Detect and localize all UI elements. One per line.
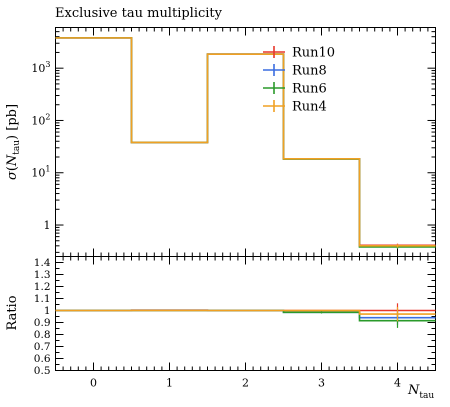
x-tick-label: 4 — [394, 377, 401, 390]
ratio-y-tick-label: 1.3 — [34, 269, 51, 281]
ratio-y-tick-label: 1.2 — [34, 281, 51, 293]
ratio-y-tick-label: 1.1 — [34, 293, 51, 305]
legend-run4-label: Run4 — [292, 100, 327, 115]
y-tick-base: 10 — [31, 114, 45, 127]
x-tick-label: 3 — [318, 377, 325, 390]
y-tick-base: 10 — [31, 62, 45, 75]
x-label-sub: tau — [419, 391, 434, 401]
ratio-run4-line — [55, 309, 436, 315]
y-label-open: ( — [5, 166, 20, 171]
legend-run10-label: Run10 — [292, 46, 335, 61]
y-tick-base: 10 — [31, 167, 45, 180]
legend-run8-label: Run8 — [292, 64, 327, 79]
ratio-y-tick-label: 0.5 — [34, 365, 51, 377]
ratio-y-axis-label: Ratio — [5, 295, 20, 330]
ratio-series-group — [55, 303, 436, 328]
y-tick-base: 1 — [44, 219, 51, 232]
y-label-close: ) [pb] — [5, 104, 20, 140]
ratio-y-tick-label: 1 — [44, 305, 51, 317]
ratio-y-tick-label: 0.7 — [34, 341, 51, 353]
x-tick-label: 0 — [90, 377, 97, 390]
chart-title: Exclusive tau multiplicity — [55, 6, 223, 21]
main-y-tick-label: 102 — [31, 112, 50, 127]
main-series-group — [55, 37, 436, 249]
x-axis-label: Ntau — [407, 383, 434, 401]
y-tick-exponent: 1 — [45, 165, 50, 174]
ratio-y-tick-label: 0.8 — [34, 329, 51, 341]
ratio-run6-line — [55, 309, 436, 322]
y-label-n: N — [5, 154, 20, 167]
x-tick-label: 2 — [242, 377, 249, 390]
main-y-tick-label: 1 — [44, 219, 51, 232]
ratio-y-tick-label: 0.6 — [34, 353, 51, 365]
main-y-tick-label: 101 — [31, 165, 50, 180]
ratio-axis-ticks: 0 1 2 3 40.50.60.70.80.911.11.21.31.4 — [34, 256, 436, 390]
y-label-sigma: σ — [5, 170, 20, 180]
series-run8-line — [55, 37, 436, 248]
main-y-tick-label: 103 — [31, 60, 50, 75]
y-tick-exponent: 2 — [45, 112, 50, 121]
main-y-axis-label: σ(Ntau) [pb] — [5, 104, 22, 180]
ratio-y-tick-label: 1.4 — [34, 257, 51, 269]
ratio-y-tick-label: 0.9 — [34, 317, 51, 329]
legend-run6-label: Run6 — [292, 82, 327, 97]
legend: Run10 Run8 Run6 Run4 — [263, 46, 335, 115]
y-tick-exponent: 3 — [45, 60, 50, 69]
series-run6-line — [55, 37, 436, 248]
main-plot-frame — [55, 27, 436, 257]
x-tick-label: 1 — [166, 377, 173, 390]
series-run4-line — [55, 37, 436, 247]
x-label-n: N — [407, 383, 420, 398]
series-run10-line — [55, 37, 436, 247]
y-label-sub: tau — [12, 140, 22, 155]
